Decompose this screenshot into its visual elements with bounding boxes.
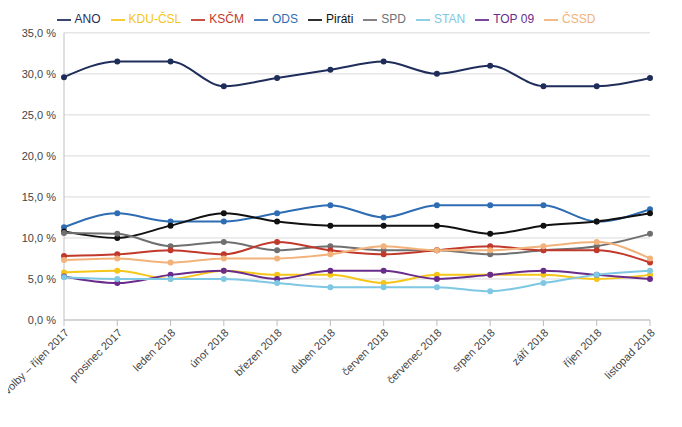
svg-text:25,0 %: 25,0 %: [22, 109, 56, 121]
svg-text:10,0 %: 10,0 %: [22, 232, 56, 244]
svg-text:září 2018: září 2018: [509, 326, 550, 367]
html-text:KSČM: KSČM: [209, 12, 244, 26]
svg-text:15,0 %: 15,0 %: [22, 191, 56, 203]
html-text:TOP 09: TOP 09: [493, 12, 535, 26]
svg-text:0,0 %: 0,0 %: [28, 314, 56, 326]
svg-text:listopad 2018: listopad 2018: [602, 326, 657, 381]
html-text:ODS: ODS: [272, 12, 298, 26]
html-text:ČSSD: ČSSD: [562, 12, 596, 26]
svg-text:volby – říjen 2017: volby – říjen 2017: [8, 326, 71, 396]
svg-text:červen 2018: červen 2018: [339, 326, 390, 377]
html-text:STAN: STAN: [434, 12, 466, 26]
svg-text:leden 2018: leden 2018: [130, 326, 177, 373]
svg-text:5,0 %: 5,0 %: [28, 273, 56, 285]
svg-text:prosinec 2017: prosinec 2017: [67, 326, 124, 383]
svg-text:20,0 %: 20,0 %: [22, 150, 56, 162]
html-text:ANO: ANO: [74, 12, 101, 26]
svg-text:srpen 2018: srpen 2018: [450, 326, 497, 373]
html-text:Piráti: Piráti: [326, 12, 354, 26]
html-text:SPD: SPD: [381, 12, 406, 26]
svg-text:říjen 2018: říjen 2018: [561, 326, 604, 369]
svg-text:únor 2018: únor 2018: [187, 326, 231, 370]
html-text:KDU-ČSL: KDU-ČSL: [128, 12, 182, 26]
svg-text:březen 2018: březen 2018: [232, 326, 284, 378]
svg-text:červenec 2018: červenec 2018: [384, 326, 444, 386]
svg-text:duben 2018: duben 2018: [288, 326, 338, 376]
svg-text:30,0 %: 30,0 %: [22, 68, 56, 80]
svg-text:35,0 %: 35,0 %: [22, 27, 56, 39]
